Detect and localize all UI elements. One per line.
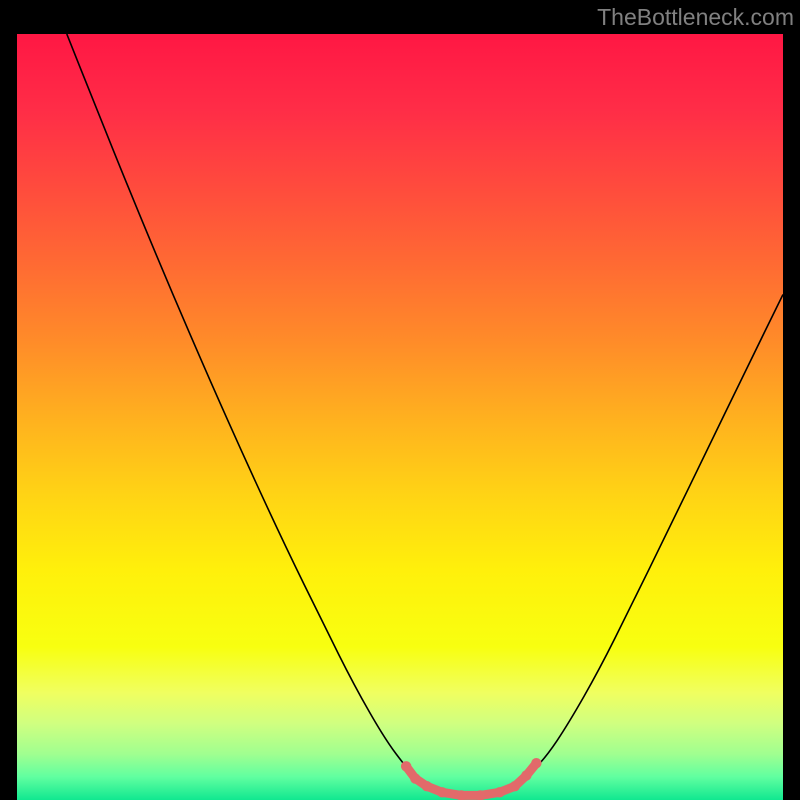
highlight-dot: [531, 758, 541, 768]
highlight-dot: [494, 787, 504, 797]
highlight-dot: [437, 787, 447, 797]
bottleneck-curve: [67, 34, 783, 796]
highlight-dot: [422, 781, 432, 791]
highlight-dot: [410, 773, 420, 783]
highlight-dot: [510, 781, 520, 791]
highlight-dot: [521, 770, 531, 780]
watermark-text: TheBottleneck.com: [597, 4, 794, 31]
highlight-dot: [401, 761, 411, 771]
bottleneck-chart: [17, 34, 783, 800]
chart-curve-layer: [17, 34, 783, 800]
